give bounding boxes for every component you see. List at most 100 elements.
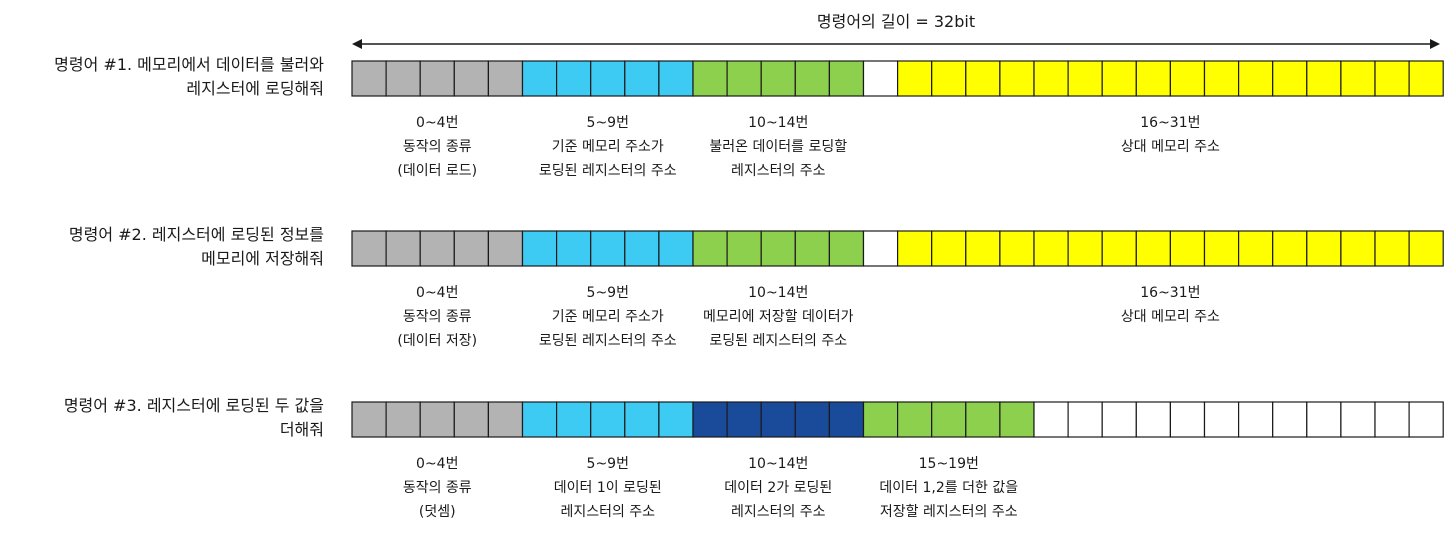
bit-cell [896, 401, 933, 438]
bit-cell [1340, 60, 1376, 97]
bit-cell [828, 230, 865, 267]
field-description-line: 데이터 2가 로딩된 [724, 480, 833, 496]
bit-cell [1169, 60, 1206, 97]
bit-cell [1067, 230, 1103, 267]
bit-cell [555, 60, 592, 97]
bit-cell [965, 401, 1001, 438]
bit-cell [1272, 230, 1308, 267]
bit-cell [999, 401, 1035, 438]
field-description: 5~9번 기준 메모리 주소가 로딩된 레지스터의 주소 [508, 111, 708, 183]
bit-cell [1306, 230, 1342, 267]
bit-cell [1408, 60, 1444, 97]
bit-cell [1340, 230, 1376, 267]
field-description-line: (덧셈) [418, 504, 456, 520]
bit-cell [692, 60, 728, 97]
field-description-line: 기준 메모리 주소가 [551, 309, 664, 325]
field-description: 10~14번 불러온 데이터를 로딩할 레지스터의 주소 [678, 111, 878, 183]
bit-cell [1101, 401, 1137, 438]
instruction-label: 명령어 #3. 레지스터에 로딩된 두 값을 더해줘 [0, 394, 324, 442]
bit-cell [931, 230, 967, 267]
field-description: 0~4번 동작의 종류 (덧셈) [337, 452, 537, 524]
bit-cell [1101, 60, 1137, 97]
field-description-line: 0~4번 [416, 285, 459, 301]
bit-cell [999, 60, 1035, 97]
field-description-line: 16~31번 [1140, 115, 1201, 131]
bit-cell [965, 60, 1001, 97]
bit-cell [419, 230, 455, 267]
bit-cell [965, 230, 1001, 267]
bit-cell [1135, 401, 1172, 438]
bit-cell [1272, 60, 1308, 97]
field-description-line: (데이터 로드) [397, 163, 478, 179]
bit-cell [385, 230, 421, 267]
bit-cell [487, 401, 524, 438]
bit-cell [385, 60, 421, 97]
bit-cell [624, 60, 660, 97]
instruction-label-line: 더해줘 [279, 420, 324, 439]
field-description-line: 데이터 1,2를 더한 값을 [879, 480, 1019, 496]
bit-cell [1033, 401, 1069, 438]
bit-cell [453, 60, 489, 97]
bit-cell [385, 401, 421, 438]
instruction-label-line: 메모리에 저장해줘 [201, 249, 324, 268]
bit-cell [726, 401, 762, 438]
bit-cell [658, 230, 694, 267]
bit-cell [521, 401, 558, 438]
bit-cell [896, 230, 933, 267]
bit-cell [1067, 60, 1103, 97]
bit-cell [1067, 401, 1103, 438]
bit-cell [1101, 230, 1137, 267]
field-description-line: 로딩된 레지스터의 주소 [538, 333, 677, 349]
bit-cell [931, 401, 967, 438]
bit-cell [760, 60, 796, 97]
bit-cell [1237, 230, 1274, 267]
field-description: 16~31번 상대 메모리 주소 [1070, 111, 1270, 159]
field-description-line: 5~9번 [586, 285, 629, 301]
bit-cell [794, 60, 830, 97]
bit-cell [1033, 230, 1069, 267]
bit-cell [1408, 230, 1444, 267]
instruction-label-line: 명령어 #1. 메모리에서 데이터를 불러와 [54, 55, 324, 74]
bit-cell [692, 401, 728, 438]
field-description-line: 0~4번 [416, 115, 459, 131]
bit-cell [1408, 401, 1444, 438]
bit-cell [419, 401, 455, 438]
total-length-label: 명령어의 길이 = 32bit [816, 12, 976, 31]
field-description-line: 동작의 종류 [402, 139, 472, 155]
bit-cell [487, 60, 524, 97]
bit-cell [862, 60, 899, 97]
field-description-line: 상대 메모리 주소 [1120, 309, 1220, 325]
field-description-line: 레지스터의 주소 [560, 504, 656, 520]
bit-cell [1237, 60, 1274, 97]
bit-cell [794, 230, 830, 267]
bit-cell [521, 60, 558, 97]
field-description-line: 15~19번 [918, 456, 979, 472]
bit-cell [487, 230, 524, 267]
bit-cell [1237, 401, 1274, 438]
field-description: 16~31번 상대 메모리 주소 [1070, 281, 1270, 329]
bit-cell [1203, 230, 1240, 267]
bit-cell [794, 401, 830, 438]
bit-cell [999, 230, 1035, 267]
field-description-line: 레지스터의 주소 [730, 163, 826, 179]
bit-cell [1169, 401, 1206, 438]
bit-cell [1374, 230, 1410, 267]
bit-cell [351, 401, 387, 438]
bit-cell [555, 230, 592, 267]
instruction-label-line: 명령어 #2. 레지스터에 로딩된 정보를 [68, 225, 324, 244]
instruction-label-line: 레지스터에 로딩해줘 [186, 79, 324, 98]
field-description-line: 0~4번 [416, 456, 459, 472]
bit-cell [862, 401, 899, 438]
bit-cell [590, 230, 626, 267]
bit-cell [896, 60, 933, 97]
bit-cell [624, 230, 660, 267]
field-description-line: 기준 메모리 주소가 [551, 139, 664, 155]
bit-cell [1306, 60, 1342, 97]
bit-cell [828, 401, 865, 438]
field-description-line: 불러온 데이터를 로딩할 [709, 139, 848, 155]
bit-cell [931, 60, 967, 97]
bit-cell [862, 230, 899, 267]
